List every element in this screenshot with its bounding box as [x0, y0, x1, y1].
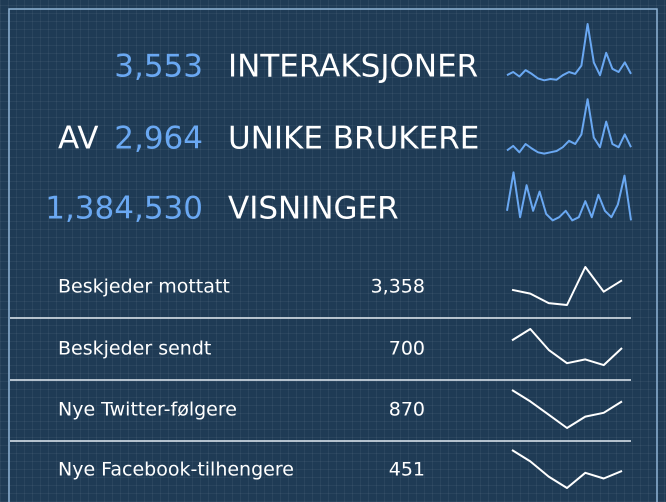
sparkline	[511, 449, 623, 489]
kpi-value: 1,384,530	[45, 191, 203, 227]
kpi-label: INTERAKSJONER	[228, 49, 478, 85]
sparkline	[511, 389, 623, 429]
row-value: 700	[389, 338, 425, 360]
frame	[8, 8, 658, 502]
content: 3,553 INTERAKSJONER AV 2,964 UNIKE BRUKERE 1,…	[10, 23, 632, 489]
kpi-prefix: AV	[58, 121, 98, 157]
kpi-label: UNIKE BRUKERE	[228, 121, 479, 157]
kpi-value: 3,553	[114, 49, 203, 85]
row-label: Beskjeder sendt	[58, 338, 211, 360]
sparkline	[506, 171, 632, 222]
sparkline	[506, 98, 632, 155]
sparkline	[511, 328, 623, 367]
kpi-label: VISNINGER	[228, 191, 399, 227]
row-value: 3,358	[371, 276, 425, 298]
row-value: 451	[389, 459, 425, 481]
row-label: Beskjeder mottatt	[58, 276, 230, 298]
sparkline	[506, 23, 632, 82]
kpi-value: 2,964	[114, 121, 203, 157]
row-label: Nye Facebook-tilhengere	[58, 459, 294, 481]
row-value: 870	[389, 399, 425, 421]
row-label: Nye Twitter-følgere	[58, 399, 237, 421]
sparkline	[511, 266, 623, 306]
